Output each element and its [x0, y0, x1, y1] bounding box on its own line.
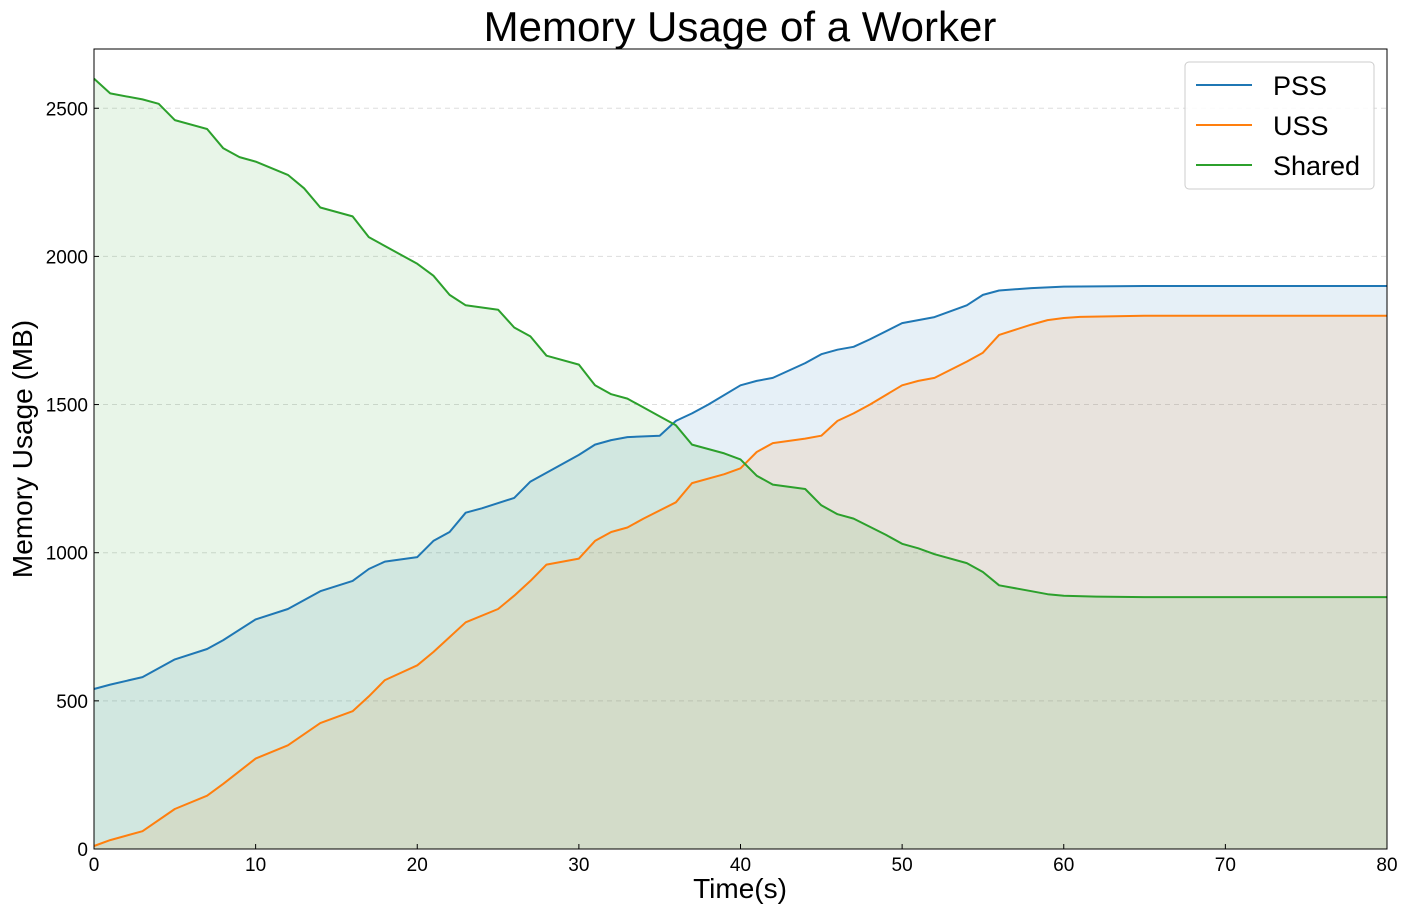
legend-label-uss: USS: [1273, 111, 1329, 141]
legend-label-shared: Shared: [1273, 151, 1360, 181]
x-tick-label: 40: [730, 855, 751, 876]
y-tick-label: 500: [56, 692, 88, 713]
y-tick-label: 2000: [46, 247, 88, 268]
y-axis-ticks: 0 500 1000 1500 2000 2500: [46, 99, 99, 861]
area-fill-uss: [94, 315, 1387, 849]
series-line-shared: [93, 77, 1387, 599]
chart-title: Memory Usage of a Worker: [484, 3, 997, 50]
y-tick-label: 0: [77, 840, 88, 861]
area-fill-shared: [94, 78, 1387, 850]
legend-label-pss: PSS: [1273, 71, 1327, 101]
x-tick-label: 60: [1053, 855, 1074, 876]
x-axis-ticks: 0 10 20 30 40 50 60 70 80: [89, 844, 1398, 876]
legend-box: [1184, 61, 1375, 190]
y-tick-label: 2500: [46, 99, 88, 120]
x-tick-label: 70: [1215, 855, 1236, 876]
x-axis-label: Time(s): [693, 873, 787, 904]
series-line-pss: [93, 285, 1387, 690]
x-tick-label: 30: [568, 855, 589, 876]
series-lines: [93, 77, 1387, 847]
area-fills: [94, 78, 1387, 850]
y-axis-label: Memory Usage (MB): [7, 320, 38, 578]
y-tick-label: 1000: [46, 544, 88, 565]
x-tick-label: 20: [407, 855, 428, 876]
x-tick-label: 80: [1376, 855, 1397, 876]
legend: PSS USS Shared: [1184, 61, 1375, 190]
area-fill-pss: [94, 286, 1387, 849]
x-tick-label: 0: [89, 855, 100, 876]
x-tick-label: 50: [892, 855, 913, 876]
series-line-uss: [93, 314, 1387, 847]
x-tick-label: 10: [245, 855, 266, 876]
y-tick-label: 1500: [46, 396, 88, 417]
